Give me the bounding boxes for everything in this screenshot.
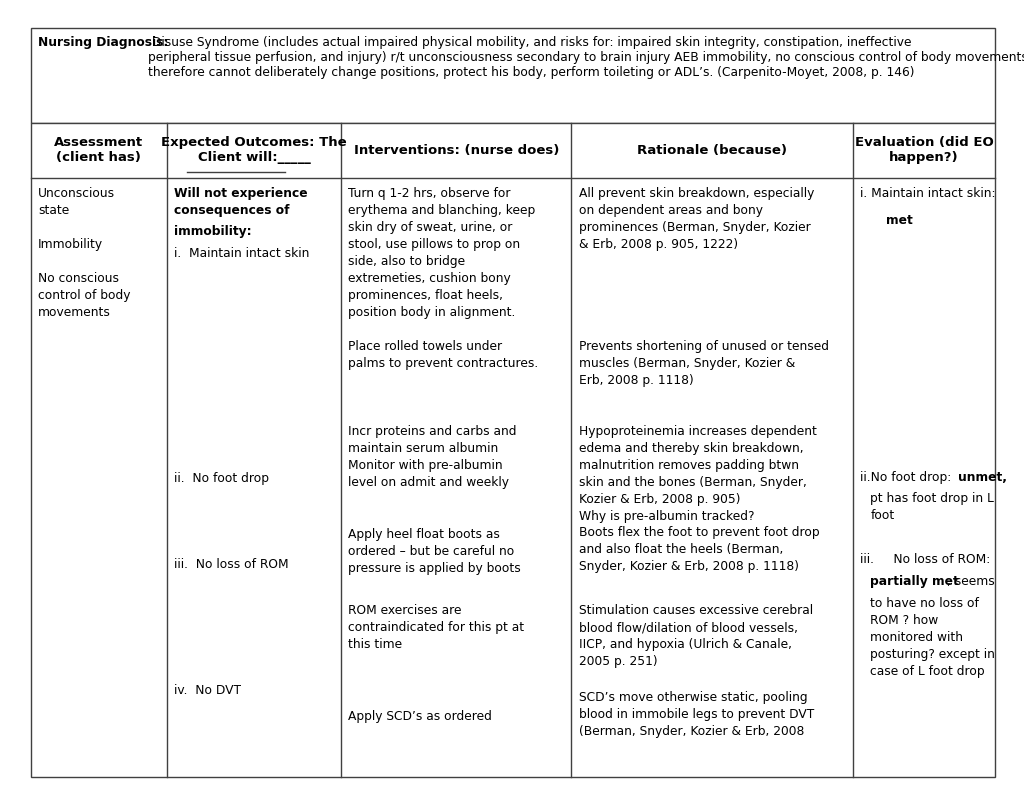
Text: Apply SCD’s as ordered: Apply SCD’s as ordered	[348, 710, 493, 722]
Text: SCD’s move otherwise static, pooling
blood in immobile legs to prevent DVT
(Berm: SCD’s move otherwise static, pooling blo…	[579, 691, 814, 738]
Bar	[31, 123, 995, 777]
Text: Incr proteins and carbs and
maintain serum albumin
Monitor with pre-albumin
leve: Incr proteins and carbs and maintain ser…	[348, 425, 517, 489]
Text: pt has foot drop in L
foot: pt has foot drop in L foot	[870, 492, 994, 522]
Text: All prevent skin breakdown, especially
on dependent areas and bony
prominences (: All prevent skin breakdown, especially o…	[579, 187, 814, 252]
Text: Turn q 1-2 hrs, observe for
erythema and blanching, keep
skin dry of sweat, urin: Turn q 1-2 hrs, observe for erythema and…	[348, 187, 536, 320]
Text: i.  Maintain intact skin: i. Maintain intact skin	[174, 247, 309, 259]
Text: Interventions: (nurse does): Interventions: (nurse does)	[353, 144, 559, 157]
Text: to have no loss of
ROM ? how
monitored with
posturing? except in
case of L foot : to have no loss of ROM ? how monitored w…	[870, 597, 995, 678]
Text: Disuse Syndrome (includes actual impaired physical mobility, and risks for: impa: Disuse Syndrome (includes actual impaire…	[148, 36, 1024, 78]
Text: unmet,: unmet,	[958, 471, 1008, 483]
Text: ROM exercises are
contraindicated for this pt at
this time: ROM exercises are contraindicated for th…	[348, 604, 524, 651]
Bar	[31, 28, 995, 123]
Text: Stimulation causes excessive cerebral
blood flow/dilation of blood vessels,
IICP: Stimulation causes excessive cerebral bl…	[579, 604, 813, 668]
Text: i. Maintain intact skin:: i. Maintain intact skin:	[860, 187, 995, 200]
Text: Apply heel float boots as
ordered – but be careful no
pressure is applied by boo: Apply heel float boots as ordered – but …	[348, 528, 521, 574]
Text: Evaluation (did EO
happen?): Evaluation (did EO happen?)	[855, 136, 993, 165]
Text: iii.  No loss of ROM: iii. No loss of ROM	[174, 558, 289, 570]
Text: Assessment
(client has): Assessment (client has)	[54, 136, 143, 165]
Text: iv.  No DVT: iv. No DVT	[174, 684, 241, 697]
Text: Nursing Diagnosis:: Nursing Diagnosis:	[38, 36, 168, 48]
Text: partially met: partially met	[870, 575, 959, 588]
Text: met: met	[886, 214, 912, 226]
Text: Hypoproteinemia increases dependent
edema and thereby skin breakdown,
malnutriti: Hypoproteinemia increases dependent edem…	[579, 425, 816, 523]
Text: Place rolled towels under
palms to prevent contractures.: Place rolled towels under palms to preve…	[348, 340, 539, 370]
Text: Unconscious
state

Immobility

No conscious
control of body
movements: Unconscious state Immobility No consciou…	[38, 187, 130, 320]
Text: iii.     No loss of ROM:: iii. No loss of ROM:	[860, 553, 990, 566]
Text: Expected Outcomes: The
Client will:_____: Expected Outcomes: The Client will:_____	[161, 136, 347, 165]
Text: ii.  No foot drop: ii. No foot drop	[174, 472, 269, 485]
Text: ii.No foot drop:: ii.No foot drop:	[860, 471, 955, 483]
Text: immobility:: immobility:	[174, 225, 252, 238]
Text: Will not experience
consequences of: Will not experience consequences of	[174, 187, 307, 218]
Text: Rationale (because): Rationale (because)	[637, 144, 787, 157]
Text: , seems: , seems	[947, 575, 995, 588]
Text: Prevents shortening of unused or tensed
muscles (Berman, Snyder, Kozier &
Erb, 2: Prevents shortening of unused or tensed …	[579, 340, 828, 387]
Text: Boots flex the foot to prevent foot drop
and also float the heels (Berman,
Snyde: Boots flex the foot to prevent foot drop…	[579, 526, 819, 573]
